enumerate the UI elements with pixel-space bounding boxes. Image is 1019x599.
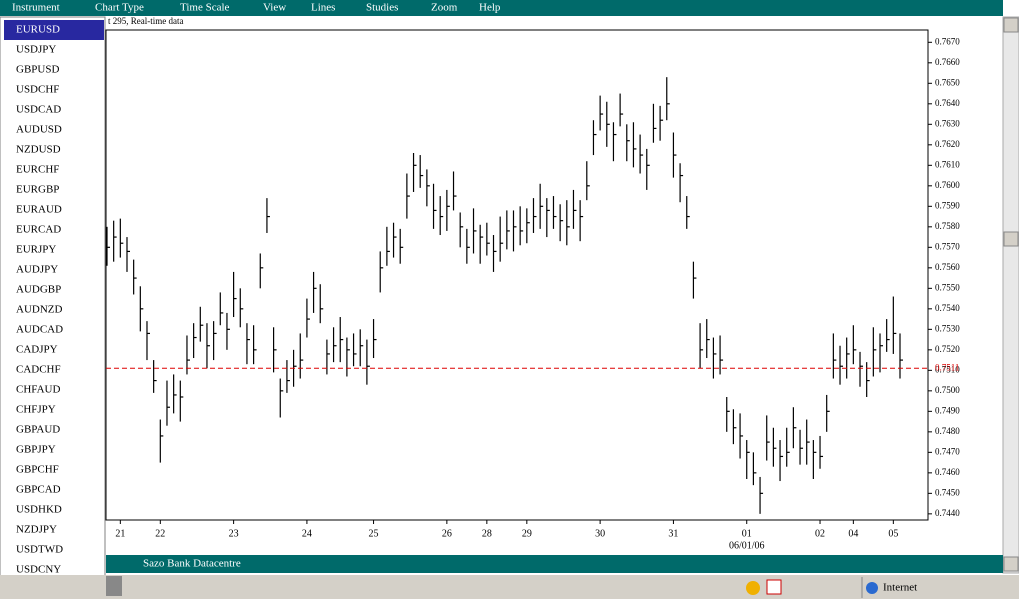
- y-tick-label: 0.7520: [935, 344, 960, 354]
- instrument-item[interactable]: GBPAUD: [16, 424, 60, 436]
- y-tick-label: 0.7630: [935, 118, 960, 128]
- y-tick-label: 0.7530: [935, 323, 960, 333]
- x-tick-label: 26: [442, 528, 452, 539]
- menu-bar: [0, 0, 1003, 16]
- menu-item[interactable]: Zoom: [431, 2, 458, 14]
- y-tick-label: 0.7670: [935, 36, 960, 46]
- instrument-item[interactable]: GBPUSD: [16, 64, 59, 76]
- y-tick-label: 0.7500: [935, 385, 960, 395]
- x-tick-label: 28: [482, 528, 492, 539]
- instrument-item[interactable]: EURUSD: [16, 24, 60, 36]
- instrument-item[interactable]: AUDCAD: [16, 324, 63, 336]
- y-tick-label: 0.7640: [935, 98, 960, 108]
- scroll-up[interactable]: [1003, 17, 1019, 33]
- scroll-down[interactable]: [1003, 556, 1019, 572]
- instrument-item[interactable]: AUDJPY: [16, 264, 58, 276]
- y-tick-label: 0.7540: [935, 303, 960, 313]
- y-tick-label: 0.7570: [935, 241, 960, 251]
- status-icon: [106, 576, 122, 596]
- y-tick-label: 0.7460: [935, 467, 960, 477]
- y-tick-label: 0.7480: [935, 426, 960, 436]
- x-tick-label: 01: [742, 528, 752, 539]
- x-tick-label: 30: [595, 528, 605, 539]
- y-tick-label: 0.7610: [935, 159, 960, 169]
- x-tick-label: 25: [369, 528, 379, 539]
- plot-frame: [105, 29, 929, 521]
- y-tick-label: 0.7620: [935, 139, 960, 149]
- scroll-thumb[interactable]: [1003, 231, 1019, 247]
- warning-icon: [746, 581, 760, 595]
- instrument-item[interactable]: EURJPY: [16, 244, 56, 256]
- menu-item[interactable]: Chart Type: [95, 2, 144, 14]
- y-tick-label: 0.7580: [935, 221, 960, 231]
- x-tick-label: 31: [668, 528, 678, 539]
- instrument-item[interactable]: USDTWD: [16, 544, 63, 556]
- instrument-item[interactable]: AUDNZD: [16, 304, 62, 316]
- instrument-item[interactable]: CADCHF: [16, 364, 61, 376]
- y-tick-label: 0.7660: [935, 57, 960, 67]
- instrument-item[interactable]: AUDUSD: [16, 124, 62, 136]
- instrument-item[interactable]: GBPJPY: [16, 444, 56, 456]
- instrument-list: EURUSD USDJPY GBPUSD USDCHF USDCAD AUDUSD NZDU…: [4, 20, 104, 596]
- menu-item[interactable]: Instrument: [12, 2, 60, 14]
- plot: 0.7440 0.7450 0.7460 0.7470 0.7480 0.7490 0.75…: [106, 36, 960, 551]
- instrument-item[interactable]: NZDUSD: [16, 144, 61, 156]
- x-tick-label: 24: [302, 528, 312, 539]
- y-tick-label: 0.7600: [935, 180, 960, 190]
- y-tick-label: 0.7440: [935, 508, 960, 518]
- instrument-item[interactable]: USDCHF: [16, 84, 59, 96]
- y-tick-label: 0.7590: [935, 200, 960, 210]
- y-tick-label: 0.7560: [935, 262, 960, 272]
- y-tick-label: 0.7470: [935, 446, 960, 456]
- x-tick-label: 02: [815, 528, 825, 539]
- instrument-item[interactable]: GBPCHF: [16, 464, 59, 476]
- instrument-item[interactable]: USDCAD: [16, 104, 61, 116]
- instrument-item[interactable]: CHFJPY: [16, 404, 56, 416]
- menu-item[interactable]: Help: [479, 2, 501, 14]
- popup-icon: [766, 579, 782, 595]
- status-text: Sazo Bank Datacentre: [143, 558, 241, 570]
- y-tick-label: 0.7450: [935, 487, 960, 497]
- instrument-item[interactable]: USDHKD: [16, 504, 62, 516]
- selected-highlight: [4, 20, 104, 40]
- instrument-item[interactable]: GBPCAD: [16, 484, 61, 496]
- x-tick-label: 22: [155, 528, 165, 539]
- reference-label: 0.7511: [935, 362, 959, 372]
- x-tick-label: 21: [115, 528, 125, 539]
- instrument-item[interactable]: CADJPY: [16, 344, 58, 356]
- menu-items: Instrument Chart Type Time Scale View Lines S…: [12, 2, 501, 14]
- x-tick-label: 04: [848, 528, 858, 539]
- instrument-item[interactable]: AUDGBP: [16, 284, 61, 296]
- y-tick-label: 0.7490: [935, 405, 960, 415]
- x-tick-label: 05: [888, 528, 898, 539]
- y-tick-label: 0.7650: [935, 77, 960, 87]
- scrollbar[interactable]: [1002, 16, 1019, 574]
- browser-status-bar: [0, 575, 1019, 599]
- app-status-bar: [106, 555, 1003, 573]
- instrument-item[interactable]: EURGBP: [16, 184, 59, 196]
- instrument-item[interactable]: NZDJPY: [16, 524, 57, 536]
- y-tick-label: 0.7550: [935, 282, 960, 292]
- zone-text: Internet: [883, 582, 917, 594]
- menu-item[interactable]: Lines: [311, 2, 335, 14]
- y-tick-label: 0.7510: [935, 364, 960, 374]
- x-tick-label: 23: [229, 528, 239, 539]
- chart-subtitle: t 295, Real-time data: [108, 16, 183, 26]
- globe-icon: [866, 582, 878, 594]
- instrument-item[interactable]: EURCHF: [16, 164, 59, 176]
- x-tick-label: 29: [522, 528, 532, 539]
- menu-item[interactable]: Studies: [366, 2, 398, 14]
- menu-item[interactable]: Time Scale: [180, 2, 230, 14]
- date-label: 06/01/06: [729, 540, 765, 551]
- instrument-item[interactable]: CHFAUD: [16, 384, 60, 396]
- instrument-item[interactable]: USDCNY: [16, 564, 61, 576]
- menu-item[interactable]: View: [263, 2, 286, 14]
- instrument-item[interactable]: EURCAD: [16, 224, 61, 236]
- instrument-item[interactable]: EURAUD: [16, 204, 62, 216]
- instrument-dropdown: [0, 16, 106, 599]
- instrument-item[interactable]: USDJPY: [16, 44, 56, 56]
